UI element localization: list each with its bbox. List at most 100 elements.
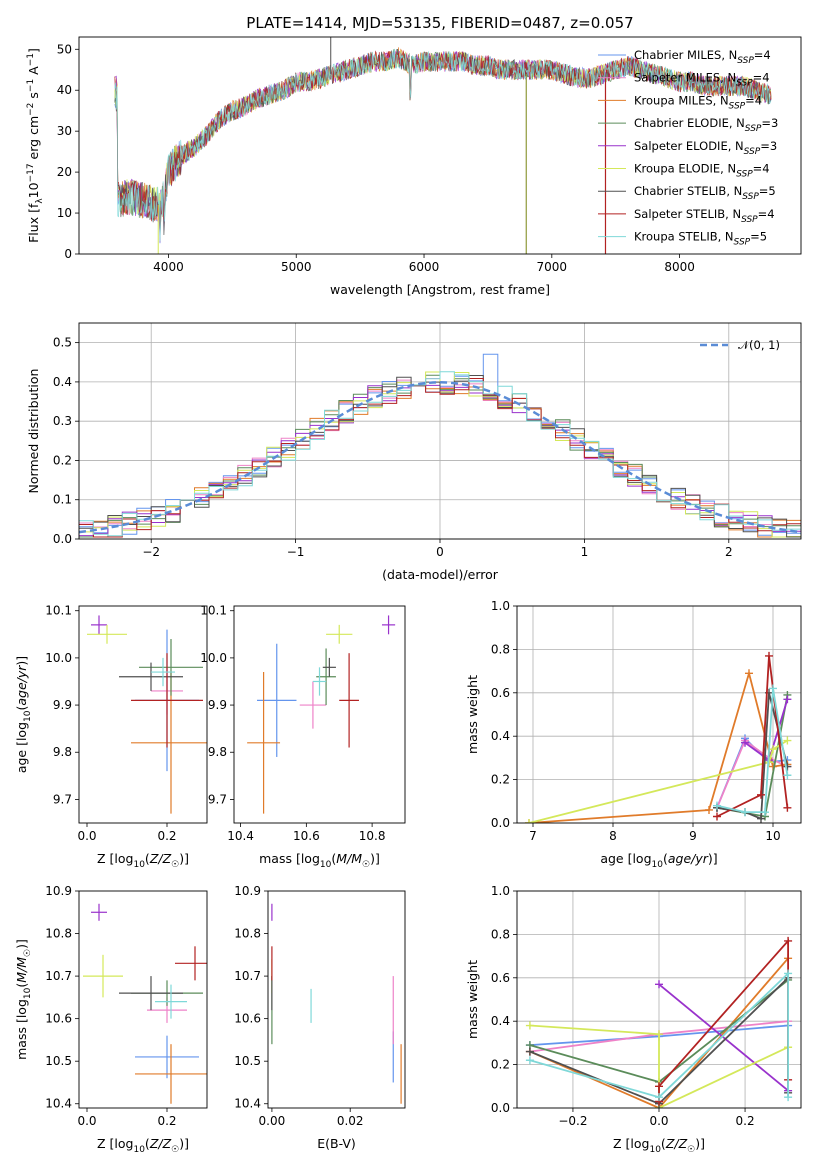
y-tick-label: 10.6 bbox=[45, 1012, 72, 1026]
weight-point-marker bbox=[655, 1030, 663, 1039]
x-tick-label: 10.6 bbox=[293, 829, 320, 843]
y-tick-label: 0.6 bbox=[491, 971, 510, 985]
spectrum-series-line bbox=[114, 48, 772, 242]
y-tick-label: 10.9 bbox=[234, 884, 261, 898]
errorbar-point bbox=[119, 976, 183, 1011]
weight-series-line bbox=[716, 739, 788, 809]
y-tick-label: 0.4 bbox=[53, 375, 72, 389]
weight-point-marker bbox=[783, 771, 792, 780]
residual-histogram bbox=[79, 371, 801, 537]
weight-vs-age-y-label: mass weight bbox=[465, 675, 480, 754]
errorbar-point bbox=[139, 639, 203, 696]
errorbar-point bbox=[322, 657, 336, 677]
y-tick-label: 10.9 bbox=[45, 884, 72, 898]
weight-vs-age-lines bbox=[525, 651, 792, 823]
mass-vs-Z-y-label: mass [log10(M/M☉)] bbox=[14, 939, 33, 1060]
y-tick-label: 9.8 bbox=[53, 745, 72, 759]
weight-vs-age-frame bbox=[516, 605, 802, 824]
errorbar-point bbox=[299, 681, 327, 729]
y-tick-label: 30 bbox=[57, 124, 72, 138]
weight-point-marker bbox=[741, 738, 749, 747]
y-tick-label: 0.4 bbox=[491, 1014, 510, 1028]
weight-point-marker bbox=[765, 651, 773, 660]
errorbar-point bbox=[131, 653, 203, 748]
x-tick-label: 0.2 bbox=[157, 829, 176, 843]
weight-vs-Z-lines bbox=[525, 936, 793, 1108]
y-tick-label: 1.0 bbox=[491, 599, 510, 613]
weight-point-marker bbox=[525, 1056, 534, 1065]
age-vs-mass-x-label: mass [log10(M/M☉)] bbox=[259, 851, 380, 870]
errorbar-point bbox=[87, 624, 127, 644]
y-tick-label: 0.8 bbox=[491, 927, 510, 941]
y-tick-label: 50 bbox=[57, 42, 72, 56]
legend-label: Chabrier ELODIE, NSSP=3 bbox=[634, 116, 778, 134]
weight-point-marker bbox=[784, 1093, 793, 1102]
x-tick-label: 8 bbox=[609, 829, 617, 843]
weight-series-line bbox=[529, 971, 789, 1099]
figure-title: PLATE=1414, MJD=53135, FIBERID=0487, z=0… bbox=[246, 14, 633, 32]
weight-vs-Z-y-label: mass weight bbox=[465, 960, 480, 1039]
x-tick-label: 6000 bbox=[409, 260, 440, 274]
legend-label: Salpeter MILES, NSSP=4 bbox=[634, 71, 770, 89]
y-tick-label: 10.5 bbox=[45, 1054, 72, 1068]
age-vs-mass-points bbox=[247, 615, 396, 814]
y-tick-label: 0.0 bbox=[53, 532, 72, 546]
y-tick-label: 0.1 bbox=[53, 493, 72, 507]
y-tick-label: 10 bbox=[57, 206, 72, 220]
legend-label: Chabrier MILES, NSSP=4 bbox=[634, 48, 771, 66]
mass-vs-Z-x-label: Z [log10(Z/Z☉)] bbox=[97, 1136, 189, 1155]
weight-series-line bbox=[529, 957, 789, 1108]
x-tick-label: 9 bbox=[689, 829, 697, 843]
age-vs-mass-axes: 10.4 10.6 10.8 9.7 9.8 9.9 10.0 10.1 bbox=[200, 604, 396, 843]
errorbar-point bbox=[175, 946, 207, 981]
errorbar-point bbox=[247, 672, 281, 814]
spectrum-x-label: wavelength [Angstrom, rest frame] bbox=[330, 282, 550, 297]
y-tick-label: 9.9 bbox=[208, 698, 227, 712]
mass-vs-Z-points bbox=[83, 903, 207, 1104]
weight-point-marker bbox=[769, 745, 777, 754]
weight-point-marker bbox=[741, 808, 749, 817]
x-tick-label: 7 bbox=[529, 829, 537, 843]
x-tick-label: 0.02 bbox=[337, 1114, 364, 1128]
weight-vs-Z-x-label: Z [log10(Z/Z☉)] bbox=[613, 1136, 705, 1155]
age-vs-mass-frame bbox=[233, 605, 406, 824]
weight-point-marker bbox=[783, 695, 792, 704]
legend-label: Salpeter STELIB, NSSP=4 bbox=[634, 207, 775, 225]
x-tick-label: 10 bbox=[765, 829, 780, 843]
weight-point-marker bbox=[761, 808, 769, 817]
legend-label: Chabrier STELIB, NSSP=5 bbox=[634, 184, 776, 202]
errorbar-point bbox=[91, 903, 107, 921]
weight-series-line bbox=[716, 655, 789, 818]
legend-label: Salpeter ELODIE, NSSP=3 bbox=[634, 139, 777, 157]
age-vs-Z-axes: 0.0 0.2 9.7 9.8 9.9 10.0 10.1 bbox=[45, 604, 207, 843]
weight-series-line bbox=[529, 1024, 789, 1108]
y-tick-label: 0.6 bbox=[491, 686, 510, 700]
spectrum-frame bbox=[78, 36, 802, 255]
y-tick-label: 0.0 bbox=[491, 1101, 510, 1115]
y-tick-label: 10.6 bbox=[234, 1012, 261, 1026]
spectrum-legend: Chabrier MILES, NSSP=4 Salpeter MILES, NS… bbox=[598, 48, 778, 248]
y-tick-label: 10.1 bbox=[200, 604, 227, 618]
x-tick-label: 0 bbox=[436, 545, 444, 559]
age-vs-Z-y-label: age [log10(age/yr)] bbox=[14, 656, 33, 773]
weight-vs-Z-frame bbox=[516, 890, 802, 1109]
errorbar-point bbox=[119, 662, 183, 691]
y-tick-label: 9.7 bbox=[53, 792, 72, 806]
mass-vs-Z-frame bbox=[78, 890, 208, 1109]
spectrum-y-label: Flux [fλ10−17 erg cm−2 s−1 A−1] bbox=[26, 48, 45, 243]
residual-y-label: Normed distribution bbox=[26, 369, 41, 494]
y-tick-label: 0.4 bbox=[491, 729, 510, 743]
age-vs-Z-points bbox=[87, 615, 207, 814]
weight-vs-age-x-label: age [log10(age/yr)] bbox=[600, 851, 717, 870]
residual-frame bbox=[78, 322, 802, 540]
y-tick-label: 10.4 bbox=[234, 1097, 261, 1111]
errorbar-point bbox=[91, 615, 107, 635]
x-tick-label: 2 bbox=[725, 545, 733, 559]
y-tick-label: 40 bbox=[57, 83, 72, 97]
y-tick-label: 1.0 bbox=[491, 884, 510, 898]
errorbar-point bbox=[135, 1035, 199, 1079]
normal-reference-curve bbox=[79, 381, 801, 534]
errorbar-point bbox=[339, 653, 359, 748]
